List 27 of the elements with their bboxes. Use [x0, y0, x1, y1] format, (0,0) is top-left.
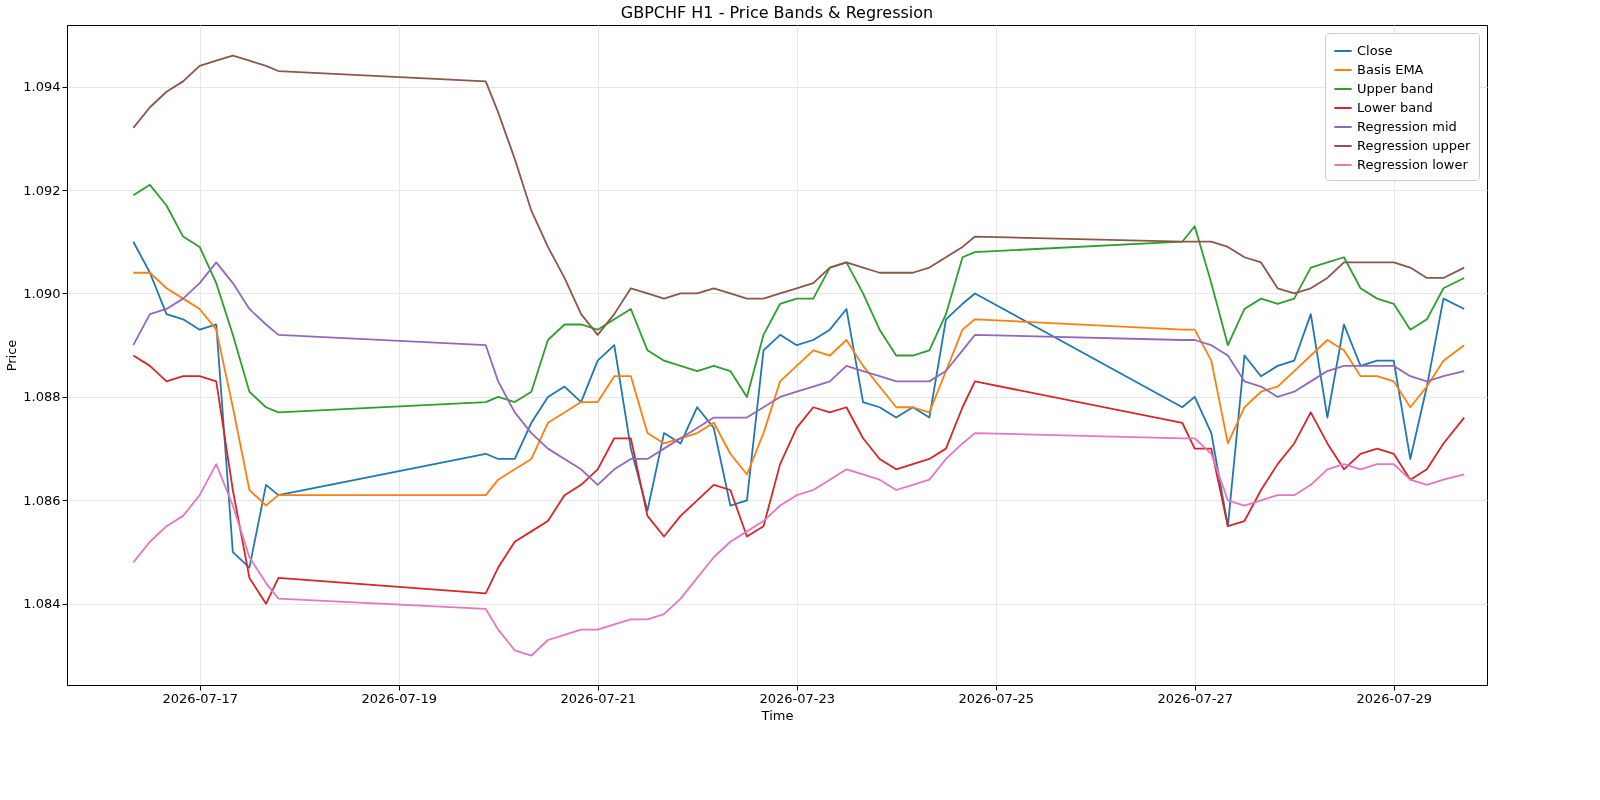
x-tick-label: 2026-07-23 — [759, 690, 835, 706]
x-tick-label: 2026-07-27 — [1157, 690, 1233, 706]
y-tick-label: 1.084 — [23, 596, 61, 612]
chart-title: GBPCHF H1 - Price Bands & Regression — [620, 3, 934, 22]
legend-label: Upper band — [1357, 81, 1434, 96]
legend-label: Basis EMA — [1357, 62, 1424, 77]
line-series — [132, 354, 1466, 605]
x-tick-label: 2026-07-25 — [958, 690, 1034, 706]
legend-label: Lower band — [1357, 100, 1433, 115]
y-tick-label: 1.092 — [23, 182, 61, 198]
y-axis-title: Price — [4, 339, 20, 372]
line-series — [132, 183, 1466, 414]
legend-label: Regression lower — [1357, 157, 1469, 172]
x-tick-label: 2026-07-17 — [162, 690, 238, 706]
y-tick-label: 1.088 — [23, 389, 61, 405]
y-tick-label: 1.090 — [23, 285, 61, 301]
legend-label: Regression mid — [1357, 119, 1457, 134]
line-series — [132, 432, 1466, 657]
x-tick-label: 2026-07-19 — [361, 690, 437, 706]
x-axis-title: Time — [760, 707, 794, 723]
line-series — [132, 240, 1466, 569]
legend-label: Close — [1357, 43, 1393, 58]
x-tick-label: 2026-07-21 — [560, 690, 636, 706]
y-tick-label: 1.086 — [23, 492, 61, 508]
y-tick-label: 1.094 — [23, 79, 61, 95]
x-tick-label: 2026-07-29 — [1356, 690, 1432, 706]
legend-label: Regression upper — [1357, 138, 1471, 153]
